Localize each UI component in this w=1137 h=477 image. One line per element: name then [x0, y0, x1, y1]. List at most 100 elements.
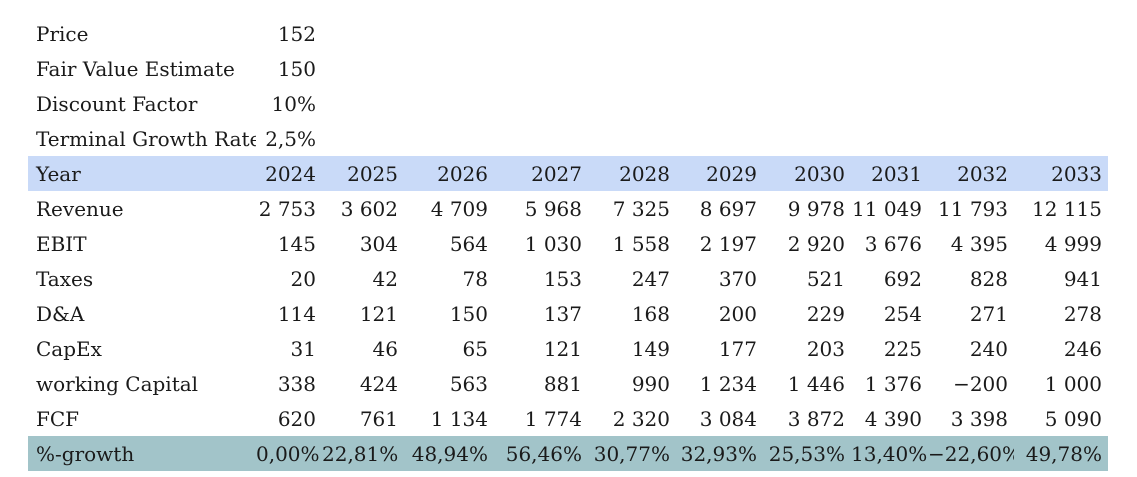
value-cell[interactable]: 4 390 [864, 406, 922, 431]
year-cell[interactable]: 2031 [851, 156, 928, 191]
value-cell[interactable]: 2 920 [787, 231, 845, 256]
empty-cell[interactable] [404, 16, 494, 51]
growth-cell[interactable]: 13,40% [851, 436, 928, 471]
row-label-cell[interactable]: D&A [36, 301, 85, 326]
value-cell[interactable]: 4 709 [430, 196, 488, 221]
value-cell[interactable]: 78 [462, 266, 488, 291]
value-cell[interactable]: 121 [359, 301, 398, 326]
year-cell[interactable]: 2029 [676, 156, 763, 191]
growth-cell[interactable]: −22,60% [928, 436, 1014, 471]
row-label-cell[interactable]: FCF [36, 406, 80, 431]
input-value-cell[interactable]: 10% [271, 91, 316, 116]
value-cell[interactable]: 3 084 [699, 406, 757, 431]
value-cell[interactable]: 20 [290, 266, 316, 291]
growth-cell[interactable]: 32,93% [676, 436, 763, 471]
value-cell[interactable]: 9 978 [787, 196, 845, 221]
row-label-cell[interactable]: working Capital [36, 371, 199, 396]
year-cell[interactable]: 2027 [494, 156, 588, 191]
value-cell[interactable]: 153 [543, 266, 582, 291]
row-label-cell[interactable]: Taxes [36, 266, 94, 291]
input-label-cell[interactable]: Terminal Growth Rate [36, 126, 256, 151]
value-cell[interactable]: 2 197 [699, 231, 757, 256]
year-label-cell[interactable]: Year [28, 156, 256, 191]
value-cell[interactable]: 990 [631, 371, 670, 396]
value-cell[interactable]: 229 [806, 301, 845, 326]
value-cell[interactable]: 225 [883, 336, 922, 361]
growth-cell[interactable]: 30,77% [588, 436, 676, 471]
growth-cell[interactable]: 0,00% [256, 436, 322, 471]
value-cell[interactable]: 1 134 [430, 406, 488, 431]
empty-cell[interactable] [1014, 86, 1108, 121]
value-cell[interactable]: 828 [969, 266, 1008, 291]
empty-cell[interactable] [676, 51, 763, 86]
empty-cell[interactable] [763, 121, 851, 156]
input-label-cell[interactable]: Discount Factor [36, 91, 198, 116]
value-cell[interactable]: 149 [631, 336, 670, 361]
value-cell[interactable]: 7 325 [612, 196, 670, 221]
value-cell[interactable]: 338 [277, 371, 316, 396]
empty-cell[interactable] [851, 86, 928, 121]
empty-cell[interactable] [494, 51, 588, 86]
input-value-cell[interactable]: 152 [277, 21, 316, 46]
value-cell[interactable]: 1 030 [524, 231, 582, 256]
empty-cell[interactable] [928, 51, 1014, 86]
value-cell[interactable]: 692 [883, 266, 922, 291]
value-cell[interactable]: 42 [372, 266, 398, 291]
empty-cell[interactable] [1014, 16, 1108, 51]
empty-cell[interactable] [322, 16, 404, 51]
year-cell[interactable]: 2025 [322, 156, 404, 191]
input-label-cell[interactable]: Price [36, 21, 89, 46]
empty-cell[interactable] [763, 86, 851, 121]
value-cell[interactable]: 5 968 [524, 196, 582, 221]
value-cell[interactable]: 620 [277, 406, 316, 431]
value-cell[interactable]: 31 [290, 336, 316, 361]
value-cell[interactable]: 271 [969, 301, 1008, 326]
empty-cell[interactable] [763, 16, 851, 51]
growth-cell[interactable]: 48,94% [404, 436, 494, 471]
value-cell[interactable]: 150 [449, 301, 488, 326]
empty-cell[interactable] [404, 51, 494, 86]
value-cell[interactable]: 941 [1063, 266, 1102, 291]
value-cell[interactable]: 121 [543, 336, 582, 361]
value-cell[interactable]: 46 [372, 336, 398, 361]
empty-cell[interactable] [763, 51, 851, 86]
empty-cell[interactable] [676, 86, 763, 121]
empty-cell[interactable] [494, 121, 588, 156]
input-label-cell[interactable]: Fair Value Estimate [36, 56, 235, 81]
growth-cell[interactable]: 25,53% [763, 436, 851, 471]
value-cell[interactable]: 114 [277, 301, 316, 326]
value-cell[interactable]: 761 [359, 406, 398, 431]
row-label-cell[interactable]: EBIT [36, 231, 87, 256]
value-cell[interactable]: 2 753 [258, 196, 316, 221]
value-cell[interactable]: 246 [1063, 336, 1102, 361]
value-cell[interactable]: 1 376 [864, 371, 922, 396]
empty-cell[interactable] [676, 16, 763, 51]
value-cell[interactable]: 3 676 [864, 231, 922, 256]
value-cell[interactable]: 203 [806, 336, 845, 361]
value-cell[interactable]: 278 [1063, 301, 1102, 326]
value-cell[interactable]: 3 872 [787, 406, 845, 431]
value-cell[interactable]: 4 999 [1044, 231, 1102, 256]
growth-cell[interactable]: 22,81% [322, 436, 404, 471]
empty-cell[interactable] [928, 121, 1014, 156]
empty-cell[interactable] [588, 121, 676, 156]
growth-cell[interactable]: 49,78% [1014, 436, 1108, 471]
value-cell[interactable]: 564 [449, 231, 488, 256]
value-cell[interactable]: 2 320 [612, 406, 670, 431]
empty-cell[interactable] [1014, 51, 1108, 86]
value-cell[interactable]: 563 [449, 371, 488, 396]
value-cell[interactable]: 65 [462, 336, 488, 361]
value-cell[interactable]: 1 558 [612, 231, 670, 256]
empty-cell[interactable] [928, 86, 1014, 121]
empty-cell[interactable] [588, 86, 676, 121]
value-cell[interactable]: 145 [277, 231, 316, 256]
input-value-cell[interactable]: 2,5% [265, 126, 316, 151]
value-cell[interactable]: 137 [543, 301, 582, 326]
value-cell[interactable]: 8 697 [699, 196, 757, 221]
value-cell[interactable]: 3 398 [950, 406, 1008, 431]
year-cell[interactable]: 2028 [588, 156, 676, 191]
empty-cell[interactable] [404, 121, 494, 156]
empty-cell[interactable] [322, 86, 404, 121]
growth-label-cell[interactable]: %-growth [28, 436, 256, 471]
value-cell[interactable]: 247 [631, 266, 670, 291]
